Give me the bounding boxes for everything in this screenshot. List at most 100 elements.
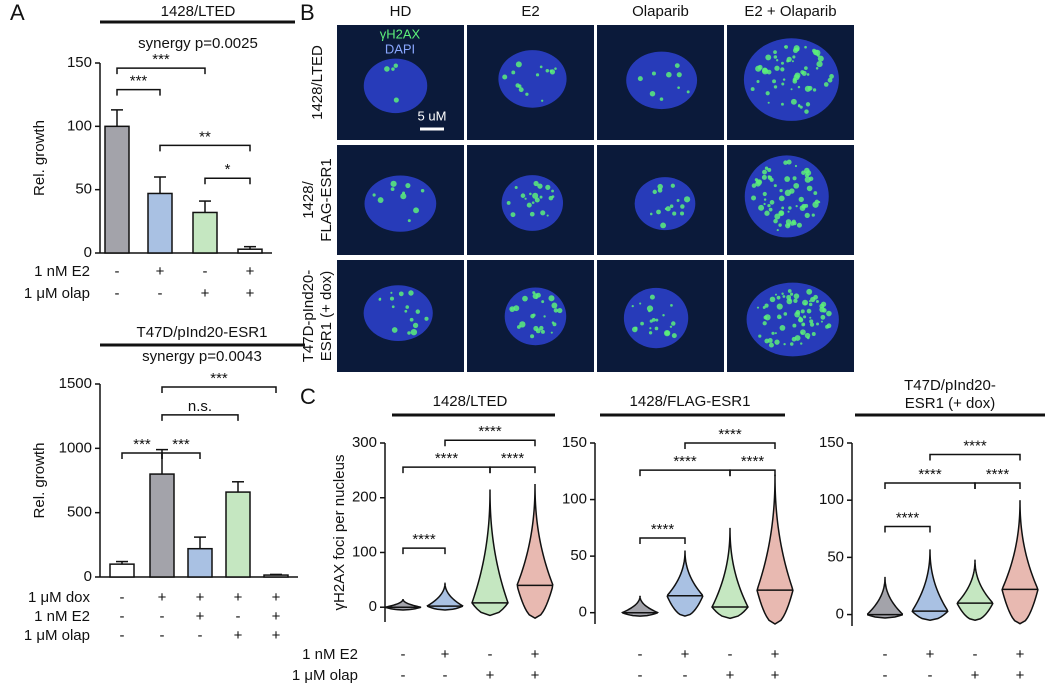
condition-sign: + [156, 263, 165, 280]
focus [779, 325, 786, 331]
condition-sign: + [771, 646, 780, 663]
focus [540, 210, 546, 216]
focus [763, 198, 767, 201]
focus [648, 331, 653, 335]
focus [754, 178, 759, 182]
focus [809, 319, 814, 324]
focus [820, 301, 827, 307]
chart-title: T47D/pInd20- [904, 377, 996, 394]
row-label: 1428/ [300, 180, 317, 218]
condition-sign: + [158, 589, 167, 606]
y-tick-label: 150 [819, 434, 844, 451]
condition-sign: - [160, 608, 165, 625]
focus [792, 176, 797, 181]
focus [683, 196, 691, 203]
nucleus [363, 58, 428, 114]
significance-bracket [121, 452, 163, 459]
focus [758, 204, 765, 211]
focus [769, 296, 776, 303]
condition-sign: - [120, 589, 125, 606]
focus [390, 291, 393, 294]
focus [640, 321, 644, 326]
focus [660, 222, 667, 229]
condition-sign: + [531, 646, 540, 663]
condition-sign: + [272, 608, 281, 625]
focus [529, 192, 532, 196]
focus [764, 338, 770, 344]
condition-sign: - [728, 646, 733, 663]
focus [548, 195, 554, 201]
significance-bracket [204, 177, 251, 185]
significance-label: **** [918, 466, 942, 483]
condition-sign: - [120, 608, 125, 625]
focus [776, 295, 781, 300]
row-label: ESR1 (+ dox) [318, 271, 335, 361]
focus [791, 60, 794, 63]
focus [781, 206, 785, 210]
focus [539, 195, 543, 199]
y-tick-label: 50 [75, 181, 92, 198]
focus [781, 292, 784, 295]
significance-bracket [929, 453, 1021, 461]
focus [804, 302, 807, 306]
focus [657, 183, 663, 190]
focus [774, 332, 777, 335]
focus [823, 82, 829, 87]
focus [783, 342, 786, 346]
focus [757, 64, 763, 70]
significance-label: *** [210, 370, 228, 387]
y-tick-label: 100 [819, 491, 844, 508]
focus [652, 189, 657, 195]
bar [104, 125, 130, 254]
focus [762, 169, 767, 175]
condition-sign: + [531, 667, 540, 684]
focus [654, 326, 659, 331]
column-header: E2 [521, 3, 539, 20]
condition-sign: + [246, 263, 255, 280]
significance-label: **** [651, 521, 675, 538]
significance-bracket [161, 452, 201, 459]
focus [825, 324, 829, 329]
y-axis-label: γH2AX foci per nucleus [331, 455, 348, 611]
condition-sign: + [681, 646, 690, 663]
focus [765, 54, 772, 61]
condition-sign: - [203, 263, 208, 280]
focus [420, 189, 425, 193]
significance-label: * [225, 161, 231, 178]
focus [518, 87, 524, 93]
violin [756, 474, 794, 625]
focus [751, 183, 757, 188]
y-tick-label: 300 [352, 434, 377, 451]
condition-sign: - [115, 285, 120, 302]
focus [637, 76, 643, 82]
focus [539, 65, 543, 69]
focus [377, 197, 384, 204]
condition-sign: + [486, 667, 495, 684]
significance-label: **** [478, 423, 502, 440]
focus [786, 159, 792, 165]
focus [551, 302, 558, 309]
focus [520, 193, 526, 198]
focus [804, 109, 809, 114]
focus [795, 310, 801, 315]
focus [762, 191, 767, 197]
focus [554, 67, 557, 70]
focus [801, 322, 806, 327]
significance-label: **** [741, 453, 765, 470]
violin [621, 595, 659, 617]
focus [811, 213, 815, 217]
focus [666, 71, 672, 78]
condition-sign: + [441, 646, 450, 663]
focus [794, 72, 801, 79]
bar [192, 211, 218, 254]
focus [535, 296, 538, 300]
focus [772, 79, 777, 84]
focus [407, 331, 411, 335]
focus [539, 325, 544, 331]
condition-sign: + [272, 589, 281, 606]
violin [956, 559, 994, 622]
focus [826, 310, 832, 317]
focus [543, 315, 546, 318]
significance-bracket [116, 88, 161, 96]
focus [787, 210, 790, 213]
